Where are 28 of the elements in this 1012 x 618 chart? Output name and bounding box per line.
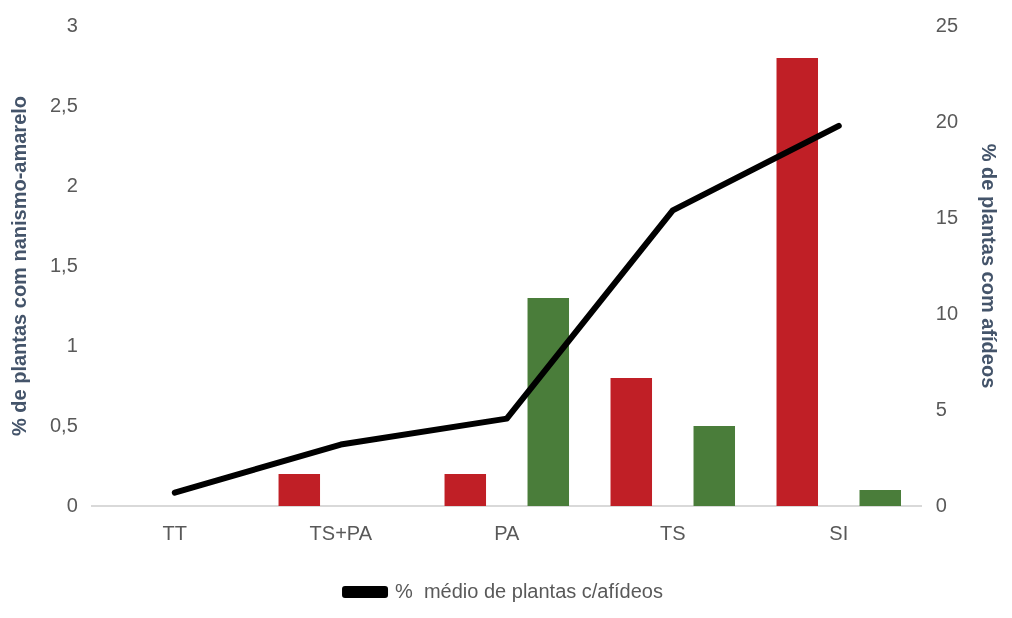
y-tick-label: 0 xyxy=(66,493,78,516)
bar xyxy=(444,474,487,506)
y-tick-label: 2 xyxy=(66,173,78,196)
bar xyxy=(610,378,653,506)
bar xyxy=(859,490,902,506)
x-tick-label: SI xyxy=(829,521,849,544)
y-tick-label: 0,5 xyxy=(49,413,78,436)
y2-tick-label: 25 xyxy=(935,13,958,36)
y-tick-label: 3 xyxy=(66,13,78,36)
x-tick-label: TS xyxy=(659,521,686,544)
x-tick-label: PA xyxy=(494,521,521,544)
y-axis-title: % de plantas com nanismo-amarelo xyxy=(7,95,30,437)
y2-tick-label: 0 xyxy=(935,493,947,516)
y2-tick-label: 10 xyxy=(935,301,958,324)
x-tick-label: TS+PA xyxy=(309,521,373,544)
bar xyxy=(278,474,321,506)
legend-label: % médio de plantas c/afídeos xyxy=(395,579,663,602)
y-tick-label: 1,5 xyxy=(49,253,78,276)
y-tick-label: 1 xyxy=(66,333,78,356)
y2-axis-title: % de plantas com afídeos xyxy=(978,143,1001,389)
bar xyxy=(527,298,570,506)
bar xyxy=(693,426,736,506)
y2-tick-label: 20 xyxy=(935,109,958,132)
y2-tick-label: 5 xyxy=(935,397,947,420)
y-tick-label: 2,5 xyxy=(49,93,78,116)
bar xyxy=(776,58,819,506)
y2-tick-label: 15 xyxy=(935,205,958,228)
x-tick-label: TT xyxy=(162,521,188,544)
